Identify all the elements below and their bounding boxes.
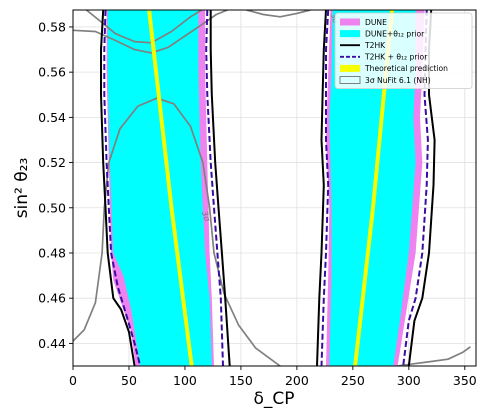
x-tick-label: 200 [285,373,309,388]
legend-label: T2HK [364,41,386,50]
series-line [100,10,136,366]
legend-swatch [340,64,360,72]
y-tick-label: 0.48 [38,245,66,260]
legend-label: DUNE [365,18,387,27]
contour-line [397,346,471,366]
series-line [205,10,224,366]
y-tick-label: 0.56 [38,65,66,80]
series-line [320,10,330,366]
x-tick-label: 150 [229,373,253,388]
band-region [329,10,416,366]
legend: DUNE DUNE+θ₁₂ prior T2HK T2HK + θ₁₂ prior Th… [334,12,473,89]
legend-label: 3σ NuFit 6.1 (NH) [365,76,431,85]
plot-frame [72,9,477,367]
y-tick-label: 0.58 [38,19,66,34]
y-tick-label: 0.50 [38,200,66,215]
x-tick-label: 250 [341,373,365,388]
contour-annotation: 3σ [200,210,212,223]
y-tick-label: 0.54 [38,110,66,125]
legend-label: Theoretical prediction [364,64,448,73]
x-tick-label: 0 [69,373,77,388]
legend-label: DUNE+θ₁₂ prior [365,29,425,38]
x-tick-label: 350 [453,373,477,388]
x-tick-label: 50 [121,373,137,388]
y-axis-ticks: 0.44 0.46 0.48 0.50 0.52 0.54 0.56 0.58 [38,19,73,351]
legend-swatch [340,18,360,26]
x-tick-label: 100 [173,373,197,388]
y-axis-label: sin² θ₂₃ [12,158,32,219]
series-line [316,10,327,366]
legend-label: T2HK + θ₁₂ prior [364,53,428,62]
x-tick-label: 300 [397,373,421,388]
series-line [103,10,142,366]
x-axis-ticks: 0 50 100 150 200 250 300 350 [69,366,477,388]
legend-swatch [339,76,361,84]
series-line [147,10,194,366]
legend-swatch [340,30,360,38]
series-line [209,10,231,366]
y-tick-label: 0.44 [38,336,66,351]
band-region [107,10,212,366]
confidence-bands [106,10,425,366]
legend-box [334,12,473,89]
contour-line [73,97,281,366]
contour-line [246,10,311,18]
contour-line [73,10,228,54]
contour-line [85,10,203,44]
x-axis-label: δ_CP [253,389,294,409]
y-tick-label: 0.52 [38,155,66,170]
y-tick-label: 0.46 [38,291,66,306]
contour-lines [73,10,471,366]
